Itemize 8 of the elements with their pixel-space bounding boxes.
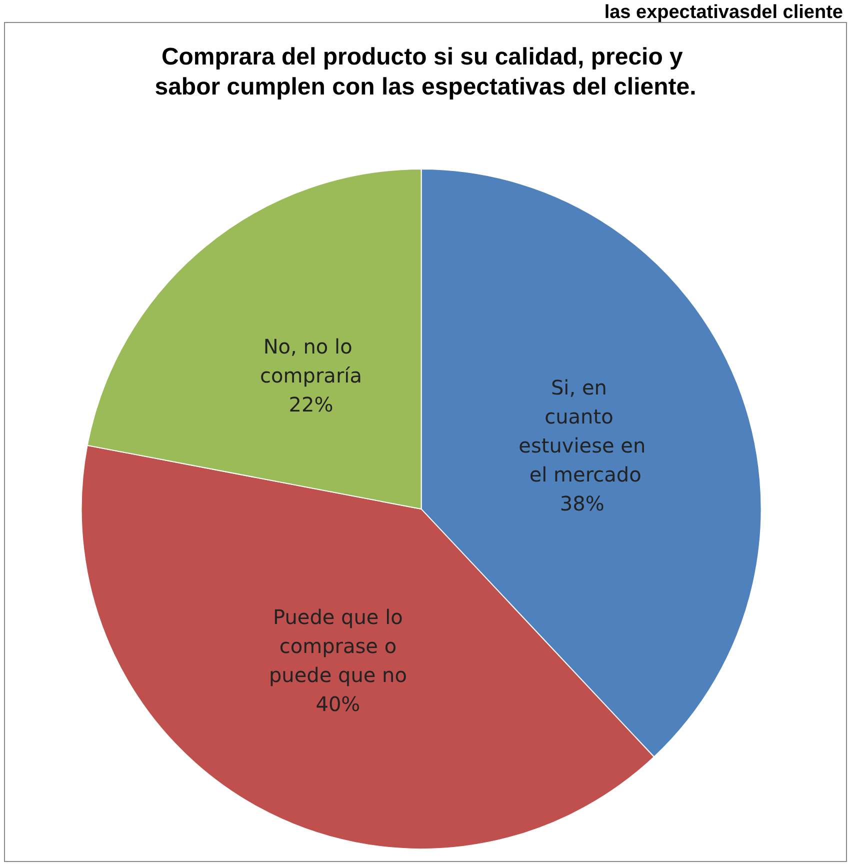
chart-title: Comprara del producto si su calidad, precio y sabor cumplen con las espectativas del cliente. [154,44,696,100]
slice-label: Si, en cuanto estuviese en el mercado [518,375,646,486]
text: las expectativasdel cliente [604,2,843,24]
data-label: 40% [316,692,360,716]
data-label: 38% [560,491,604,516]
slice-label: Puede que lo comprase o puede que no [268,605,407,688]
slice-label: No, no lo compraría [260,334,362,388]
data-label: 22% [288,392,334,417]
